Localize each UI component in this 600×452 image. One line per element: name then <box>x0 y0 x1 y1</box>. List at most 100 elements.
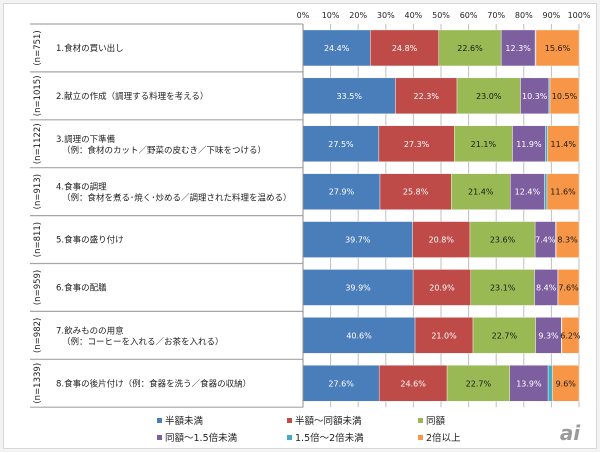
watermark-logo: ai <box>560 421 581 445</box>
legend-swatch <box>287 435 292 440</box>
data-label: 24.8% <box>392 44 418 53</box>
data-label: 12.3% <box>505 44 531 53</box>
category-label: 2.献立の作成（調理する料理を考える） <box>56 91 208 102</box>
data-label: 10.5% <box>552 92 578 101</box>
x-tick-label: 60% <box>460 11 478 20</box>
bar-segment <box>535 317 562 354</box>
bar-segment <box>302 221 413 258</box>
data-label: 24.4% <box>324 44 350 53</box>
bar-segment <box>545 125 548 162</box>
data-label: 8.4% <box>536 283 557 292</box>
data-label: 11.4% <box>551 140 577 149</box>
bar-segment <box>557 269 580 306</box>
bar-segment <box>302 29 371 67</box>
data-label: 24.6% <box>400 379 426 388</box>
data-label: 27.6% <box>328 379 354 388</box>
bar-segment <box>456 77 521 115</box>
x-tick-label: 30% <box>377 11 395 20</box>
category-n-label: (n=1339) <box>33 363 43 404</box>
data-label: 15.6% <box>545 44 571 53</box>
data-label: 27.9% <box>329 188 355 197</box>
category-label: 8.食事の後片付け（例：食器を洗う／食器の収納） <box>56 378 251 389</box>
data-label: 25.8% <box>403 188 429 197</box>
legend-label: 2倍以上 <box>426 432 461 444</box>
data-label: 13.9% <box>516 379 542 388</box>
bar-segment <box>469 221 536 258</box>
x-tick-label: 40% <box>405 11 423 20</box>
data-label: 21.4% <box>468 188 494 197</box>
data-label: 39.9% <box>345 283 371 292</box>
category-label: 7.飲みものの用意 <box>56 325 124 336</box>
data-label: 7.6% <box>558 283 579 292</box>
data-label: 40.6% <box>346 331 372 340</box>
category-n-label: (n=959) <box>33 270 43 305</box>
data-label: 9.6% <box>556 379 577 388</box>
category-n-label: (n=811) <box>33 222 43 257</box>
data-label: 23.6% <box>490 236 516 245</box>
data-label: 20.8% <box>429 236 455 245</box>
x-tick-label: 90% <box>543 11 561 20</box>
category-n-label: (n=913) <box>33 174 43 209</box>
data-label: 22.7% <box>492 331 518 340</box>
category-n-label: (n=1015) <box>33 75 43 116</box>
legend-swatch <box>418 435 423 440</box>
data-label: 23.1% <box>490 283 516 292</box>
category-label: 6.食事の配膳 <box>56 282 107 293</box>
data-label: 23.0% <box>476 92 502 101</box>
category-label: 3.調理の下準備 <box>56 134 116 145</box>
bar-segment <box>414 317 474 354</box>
bar-segment <box>302 173 381 210</box>
bar-segment <box>555 221 580 258</box>
data-label: 11.9% <box>516 140 542 149</box>
data-label: 22.7% <box>466 379 492 388</box>
x-tick-label: 100% <box>568 11 591 20</box>
data-label: 39.7% <box>345 236 371 245</box>
data-label: 21.1% <box>471 140 497 149</box>
data-label: 10.3% <box>522 92 548 101</box>
legend-swatch <box>287 418 292 423</box>
legend-label: 1.5倍～2倍未満 <box>295 432 364 444</box>
category-label: 4.食事の調理 <box>56 182 107 193</box>
data-label: 6.2% <box>560 331 581 340</box>
x-tick-label: 0% <box>297 11 310 20</box>
legend-label: 半額未満 <box>165 415 204 427</box>
bar-segment <box>472 317 536 354</box>
data-label: 22.6% <box>457 44 483 53</box>
bar-segment <box>454 125 513 162</box>
legend-label: 同額～1.5倍未満 <box>165 432 238 444</box>
bar-segment <box>561 317 580 354</box>
bar-segment <box>438 29 502 67</box>
category-label: 5.食事の盛り付け <box>56 235 124 246</box>
bar-segment <box>547 365 553 402</box>
category-sublabel: （例：食材を煮る･焼く･炒める／調理された料理を温める） <box>62 193 292 204</box>
bar-segment <box>370 29 439 67</box>
x-tick-label: 80% <box>515 11 533 20</box>
category-n-label: (n=751) <box>33 30 43 65</box>
bar-segment <box>535 29 580 67</box>
data-label: 20.9% <box>429 283 455 292</box>
data-label: 7.4% <box>535 236 556 245</box>
bar-segment <box>451 173 511 210</box>
bar-segment <box>546 173 580 210</box>
bar-segment <box>552 365 580 402</box>
category-sublabel: （例：食材のカット／野菜の皮むき／下味をつける） <box>62 145 266 156</box>
category-n-label: (n=982) <box>33 318 43 353</box>
bar-segment <box>395 77 458 115</box>
legend-label: 同額 <box>426 415 446 427</box>
bar-segment <box>510 173 545 210</box>
data-label: 11.6% <box>550 188 576 197</box>
x-tick-label: 70% <box>487 11 505 20</box>
bar-segment <box>412 221 471 258</box>
data-label: 8.3% <box>557 236 578 245</box>
data-label: 27.5% <box>328 140 354 149</box>
bar-segment <box>549 77 580 115</box>
category-n-label: (n=1122) <box>33 123 43 164</box>
bar-segment <box>509 365 549 402</box>
x-tick-label: 10% <box>322 11 340 20</box>
category-sublabel: （例：コーヒーを入れる／お茶を入れる） <box>62 336 224 347</box>
data-label: 12.4% <box>515 188 541 197</box>
data-label: 27.3% <box>404 140 430 149</box>
x-tick-label: 50% <box>432 11 450 20</box>
legend-label: 半額～同額未満 <box>295 415 362 427</box>
